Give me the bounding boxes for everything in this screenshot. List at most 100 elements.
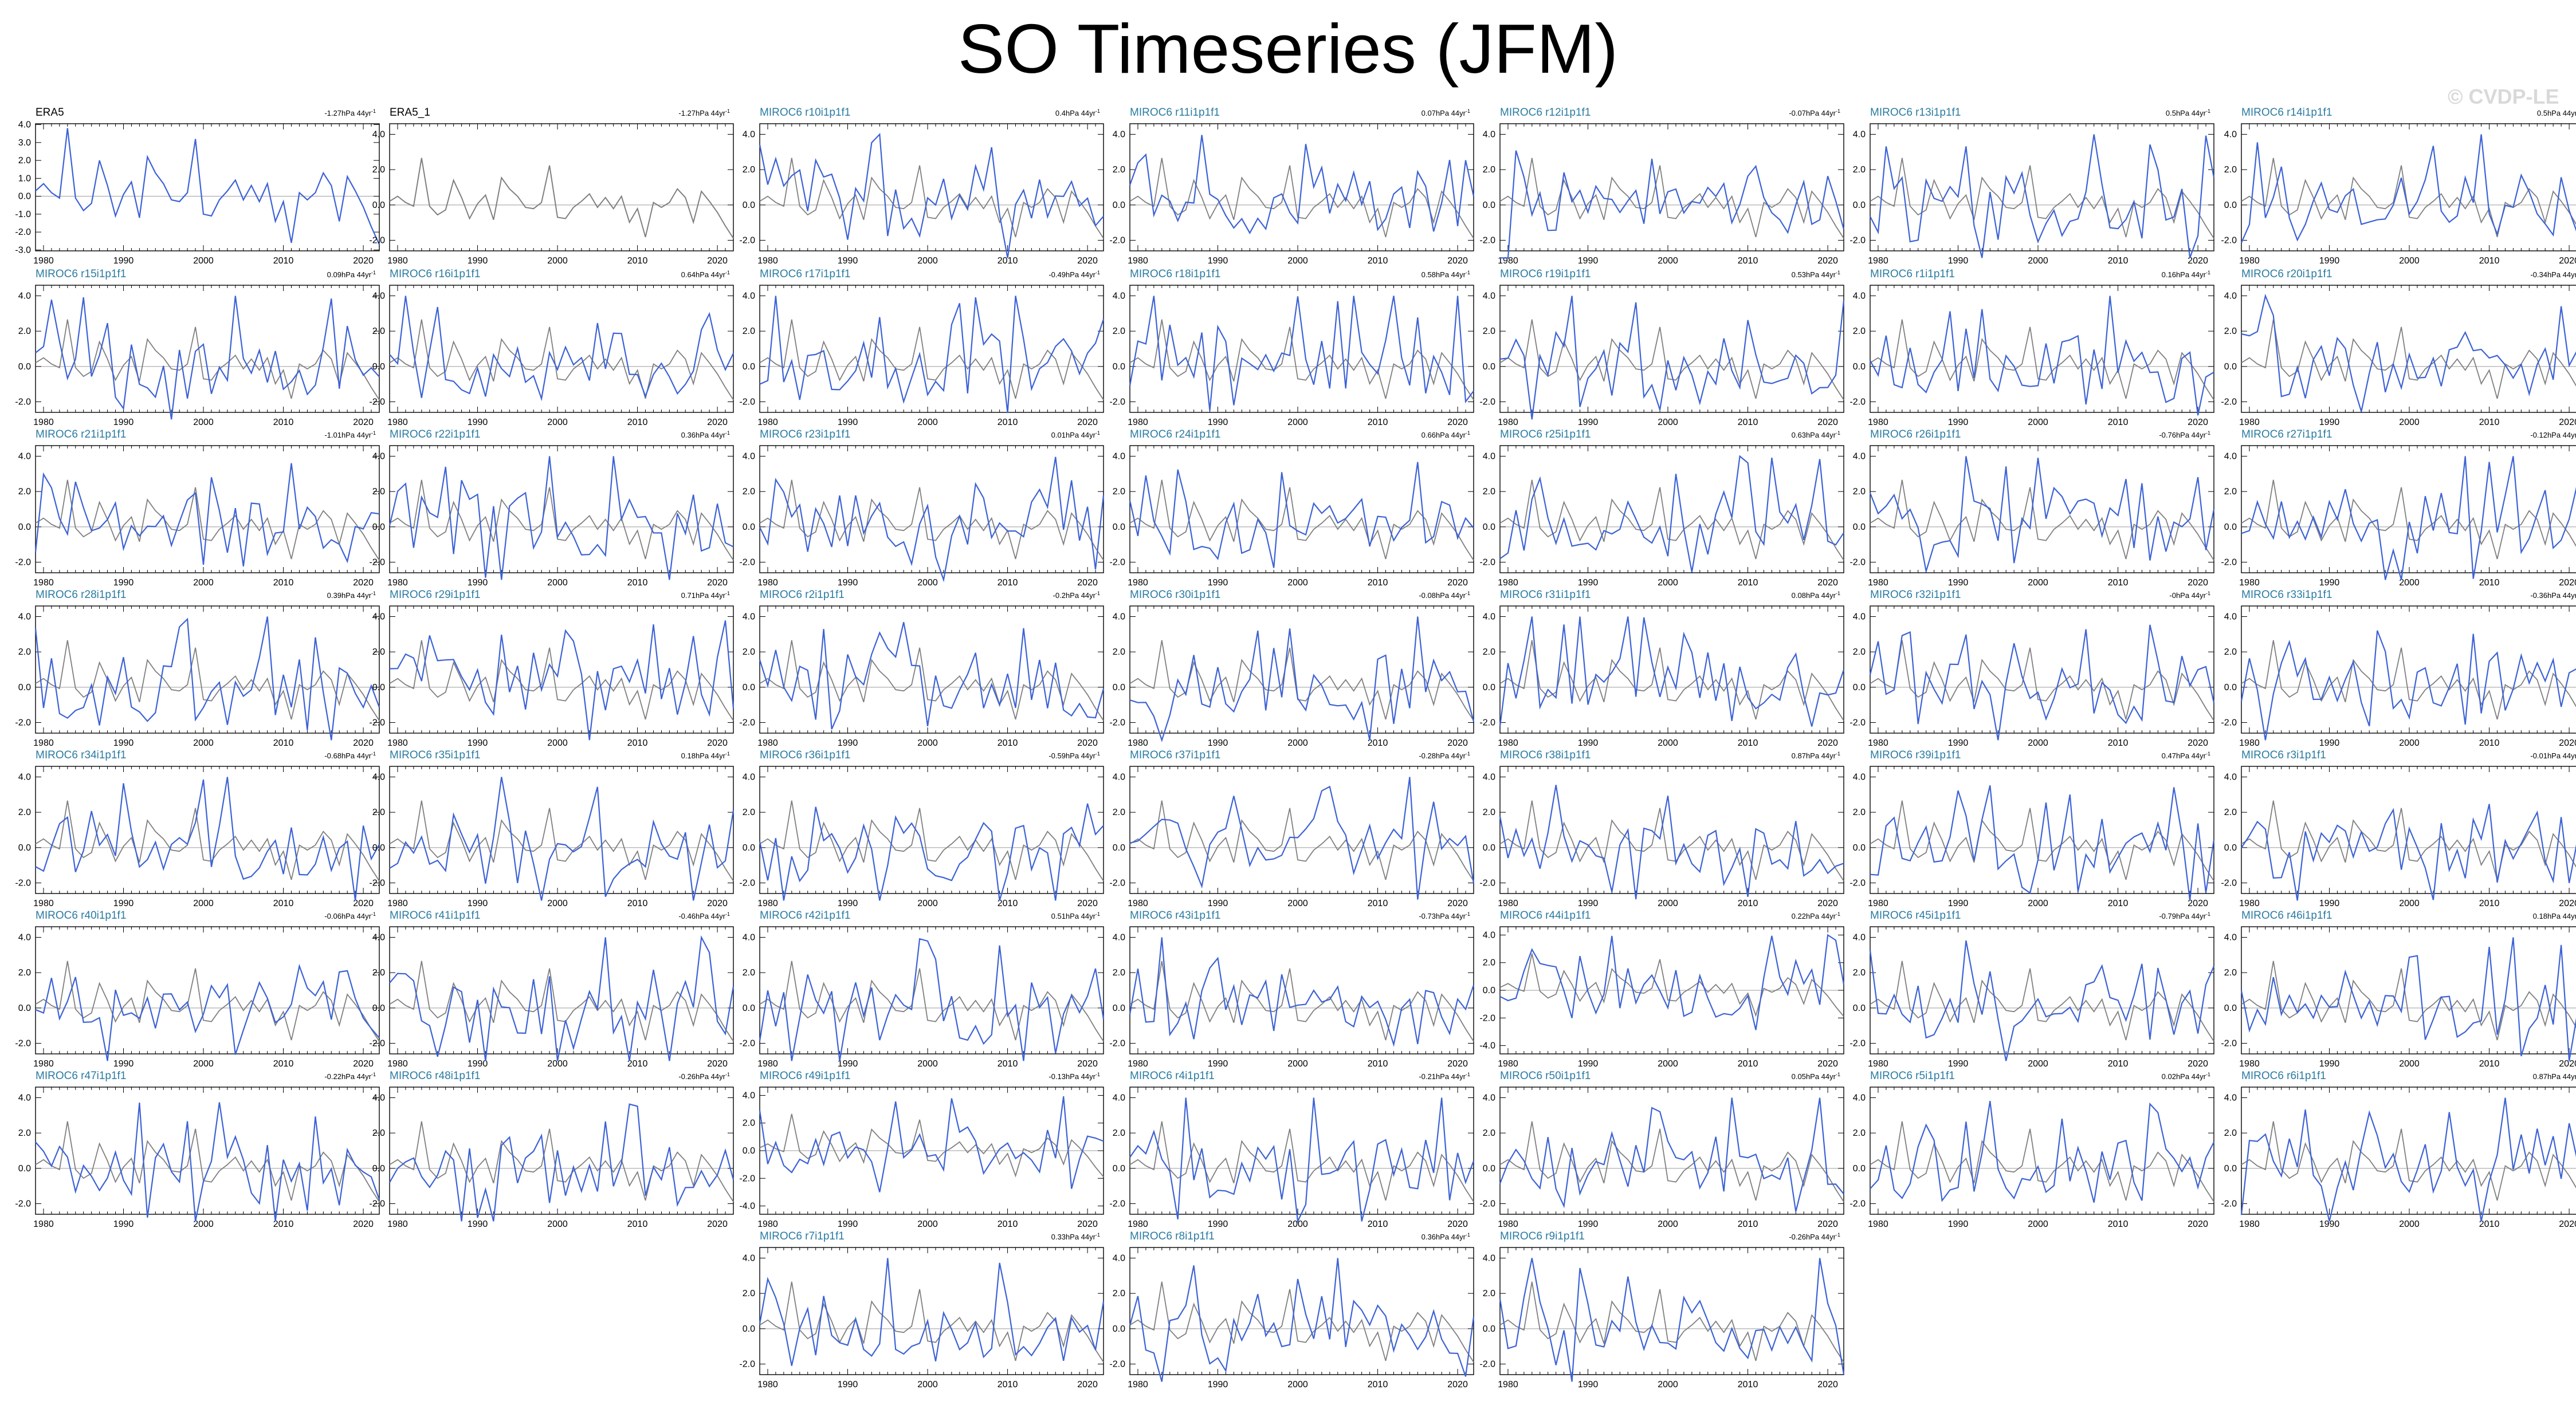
y-tick-label: 0.0 — [1853, 200, 1866, 210]
plot-frame — [35, 445, 380, 573]
series-line-obs — [1499, 319, 1844, 400]
plot-frame — [759, 766, 1104, 894]
y-tick-label: 4.0 — [2224, 612, 2237, 622]
panel-title: MIROC6 r32i1p1f1 — [1870, 589, 1961, 601]
y-tick-label: 0.0 — [1853, 683, 1866, 692]
series-line-obs — [35, 479, 380, 561]
y-tick-label: -2.0 — [739, 879, 755, 888]
y-tick-label: -2.0 — [1109, 1360, 1125, 1369]
y-tick-label: -2.0 — [1479, 1360, 1495, 1369]
panel-trend: 0.39hPa 44yr-1 — [327, 591, 376, 600]
x-tick-label: 2020 — [2188, 418, 2208, 427]
y-tick-label: 0.0 — [18, 1164, 31, 1174]
panel-trend: 0.36hPa 44yr-1 — [1421, 1232, 1470, 1241]
series-line-model — [1129, 462, 1474, 568]
y-tick-label: 4.0 — [1113, 1093, 1125, 1103]
y-tick-label: 4.0 — [1113, 292, 1125, 301]
plot-frame — [759, 605, 1104, 734]
y-tick-label: 4.0 — [2224, 773, 2237, 782]
y-tick-label: 2.0 — [1853, 1128, 1866, 1138]
panel-title: MIROC6 r10i1p1f1 — [760, 107, 850, 119]
x-tick-label: 2020 — [1447, 418, 1468, 427]
x-tick-label: 1990 — [1578, 418, 1599, 427]
x-tick-label: 2000 — [917, 418, 938, 427]
x-tick-label: 2010 — [998, 1059, 1018, 1069]
panel-title: MIROC6 r17i1p1f1 — [760, 268, 850, 280]
y-tick-label: -2.0 — [1109, 397, 1125, 407]
x-tick-label: 2020 — [2559, 1219, 2576, 1229]
y-tick-label: 0.0 — [1113, 683, 1125, 692]
panel-miroc6-r5i1p1f1: MIROC6 r5i1p1f1 0.02hPa 44yr-1 1980 1990 200… — [1849, 1070, 2214, 1229]
x-tick-label: 2000 — [1658, 738, 1678, 748]
x-tick-label: 2010 — [273, 899, 294, 908]
y-tick-label: 4.0 — [18, 773, 31, 782]
x-tick-label: 2010 — [627, 1059, 648, 1069]
panel-trend: -1.27hPa 44yr-1 — [678, 108, 730, 117]
series-line-obs — [759, 961, 1104, 1042]
panel-trend: -0.26hPa 44yr-1 — [678, 1072, 730, 1081]
series-line-model — [1129, 777, 1475, 900]
panel-miroc6-r42i1p1f1: MIROC6 r42i1p1f1 0.51hPa 44yr-1 1980 1990 20… — [739, 910, 1105, 1069]
x-tick-label: 1980 — [1868, 1059, 1888, 1069]
x-tick-label: 2020 — [353, 256, 374, 266]
panel-title: ERA5_1 — [390, 107, 430, 119]
y-tick-label: 2.0 — [2224, 1128, 2237, 1138]
x-tick-label: 2020 — [2188, 738, 2208, 748]
series-line-model — [759, 456, 1105, 583]
x-tick-label: 2000 — [547, 1219, 568, 1229]
x-tick-label: 2010 — [2108, 1219, 2129, 1229]
y-tick-label: 0.0 — [743, 200, 755, 210]
panel-miroc6-r4i1p1f1: MIROC6 r4i1p1f1 -0.21hPa 44yr-1 1980 1990 20… — [1109, 1070, 1475, 1229]
y-tick-label: 2.0 — [1113, 808, 1125, 817]
x-tick-label: 2000 — [917, 899, 938, 908]
plot-frame — [759, 926, 1104, 1054]
series-line-model — [1499, 785, 1844, 900]
x-tick-label: 2020 — [1077, 738, 1098, 748]
x-tick-label: 2000 — [2399, 578, 2420, 588]
series-line-model — [1870, 785, 2215, 901]
x-tick-label: 2020 — [1077, 418, 1098, 427]
y-tick-label: 2.0 — [18, 156, 31, 166]
x-tick-label: 2020 — [707, 1059, 728, 1069]
panel-title: MIROC6 r31i1p1f1 — [1500, 589, 1591, 601]
panel-miroc6-r16i1p1f1: MIROC6 r16i1p1f1 0.64hPa 44yr-1 1980 1990 20… — [369, 268, 734, 427]
panel-title: MIROC6 r45i1p1f1 — [1870, 910, 1961, 922]
series-line-model — [1499, 1258, 1845, 1382]
series-line-obs — [1129, 1121, 1474, 1202]
plot-frame — [2241, 123, 2576, 251]
y-tick-label: 2.0 — [1483, 1128, 1495, 1138]
panel-title: MIROC6 r11i1p1f1 — [1130, 107, 1220, 119]
x-tick-label: 2000 — [1287, 738, 1308, 748]
y-tick-label: 2.0 — [743, 326, 755, 336]
y-tick-label: 2.0 — [372, 647, 385, 657]
x-tick-label: 2000 — [193, 1059, 214, 1069]
series-line-obs — [35, 1121, 380, 1202]
series-line-obs — [389, 158, 734, 239]
x-tick-label: 2000 — [1287, 1059, 1308, 1069]
y-tick-label: 0.0 — [2224, 362, 2237, 372]
y-tick-label: 4.0 — [1483, 292, 1495, 301]
panel-miroc6-r20i1p1f1: MIROC6 r20i1p1f1 -0.34hPa 44yr-1 1980 1990 2… — [2221, 268, 2576, 427]
y-tick-label: 2.0 — [1483, 647, 1495, 657]
x-tick-label: 2020 — [707, 899, 728, 908]
y-tick-label: 4.0 — [372, 773, 385, 782]
panel-title: MIROC6 r33i1p1f1 — [2241, 589, 2332, 601]
y-tick-label: 4.0 — [1483, 1254, 1495, 1264]
panel-miroc6-r44i1p1f1: MIROC6 r44i1p1f1 0.22hPa 44yr-1 1980 1990 20… — [1479, 910, 1845, 1069]
y-tick-label: 0.0 — [1113, 1003, 1125, 1013]
x-tick-label: 1990 — [1948, 1219, 1969, 1229]
panel-miroc6-r48i1p1f1: MIROC6 r48i1p1f1 -0.26hPa 44yr-1 1980 1990 2… — [369, 1070, 735, 1229]
panel-trend: 0.4hPa 44yr-1 — [1055, 108, 1100, 117]
y-tick-label: 2.0 — [372, 968, 385, 978]
y-tick-label: -2.0 — [1109, 558, 1125, 568]
y-tick-label: 0.0 — [1853, 1164, 1866, 1174]
plot-frame — [1499, 605, 1844, 734]
series-line-obs — [2241, 800, 2576, 880]
x-tick-label: 1990 — [1578, 578, 1599, 588]
series-line-model — [389, 296, 734, 402]
panel-title: MIROC6 r22i1p1f1 — [390, 428, 480, 440]
panel-trend: -0.73hPa 44yr-1 — [1419, 911, 1470, 920]
x-tick-label: 2000 — [2028, 738, 2048, 748]
x-tick-label: 2000 — [2028, 1059, 2048, 1069]
y-tick-label: 4.0 — [18, 120, 31, 130]
